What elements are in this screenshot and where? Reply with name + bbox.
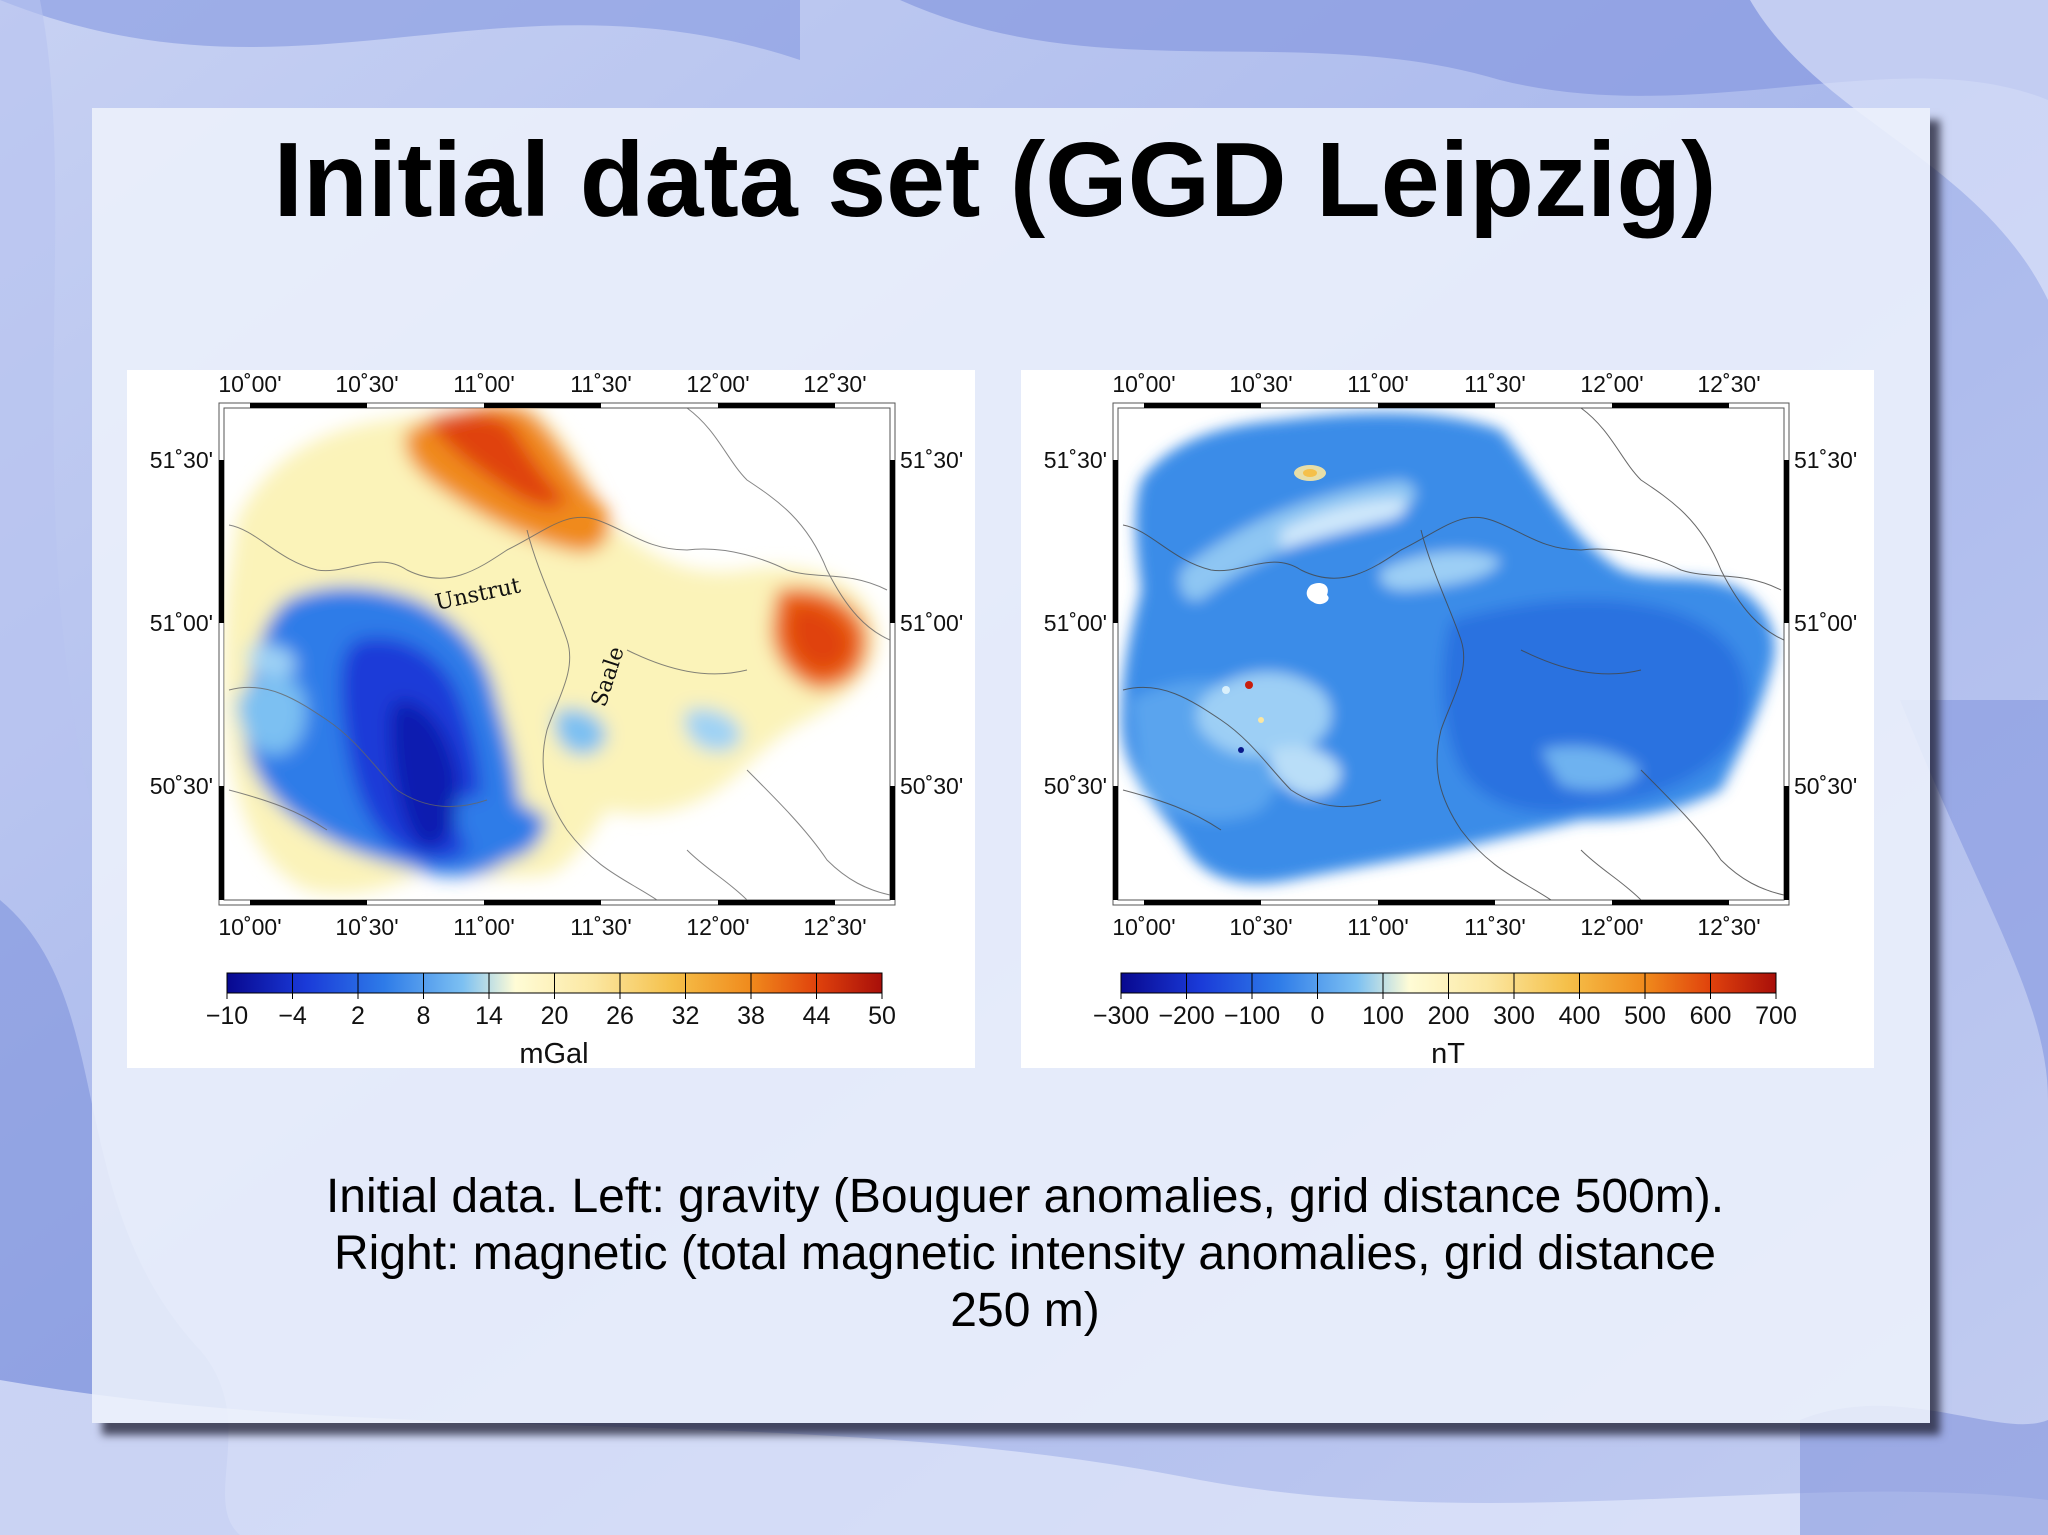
lat-tick-label: 51˚00' xyxy=(1044,610,1107,636)
lon-tick-label: 10˚30' xyxy=(335,914,398,940)
caption-line: Initial data. Left: gravity (Bouguer ano… xyxy=(325,1170,1725,1223)
lon-tick-label: 12˚00' xyxy=(686,371,749,397)
map-frame-ticks xyxy=(1113,403,1789,905)
slide-caption: Initial data. Left: gravity (Bouguer ano… xyxy=(120,1168,1930,1339)
lon-tick-label: 11˚00' xyxy=(453,914,515,940)
lon-tick-label: 12˚00' xyxy=(686,914,749,940)
lon-tick-label: 10˚00' xyxy=(218,371,281,397)
lat-tick-labels-left: 51˚30' 51˚00' 50˚30' xyxy=(150,447,213,799)
gravity-colorbar-tick-label: 32 xyxy=(672,1002,700,1030)
gravity-colorbar-tick-label: 20 xyxy=(541,1002,569,1030)
magnetic-colorbar-tick-label: −200 xyxy=(1158,1002,1214,1030)
lat-tick-label: 51˚30' xyxy=(150,447,213,473)
lat-tick-label: 51˚30' xyxy=(1044,447,1107,473)
lon-tick-label: 12˚30' xyxy=(1697,914,1760,940)
lat-tick-label: 50˚30' xyxy=(1794,773,1857,799)
lat-tick-label: 50˚30' xyxy=(1044,773,1107,799)
gravity-map-figure: Unstrut Saale 10˚00' 10˚30' 11˚00' 11˚30… xyxy=(127,370,975,1068)
anomaly-hotspot xyxy=(1245,681,1253,689)
gravity-colorbar-tick-label: 44 xyxy=(803,1002,831,1030)
lat-tick-labels-right: 51˚30' 51˚00' 50˚30' xyxy=(1794,447,1857,799)
gravity-colorbar-tick-label: 50 xyxy=(868,1002,896,1030)
lat-tick-label: 51˚30' xyxy=(900,447,963,473)
lon-tick-label: 10˚00' xyxy=(1112,914,1175,940)
gravity-colorbar-tick-label: 38 xyxy=(737,1002,765,1030)
magnetic-colorbar-tick-label: 100 xyxy=(1362,1002,1404,1030)
lon-tick-label: 12˚30' xyxy=(803,914,866,940)
magnetic-colorbar-tick-label: 400 xyxy=(1559,1002,1601,1030)
lat-tick-label: 51˚00' xyxy=(1794,610,1857,636)
state-borders xyxy=(228,408,890,900)
lon-tick-label: 11˚00' xyxy=(1347,914,1409,940)
gravity-colorbar-tick-label: 14 xyxy=(475,1002,503,1030)
state-borders xyxy=(1122,408,1784,900)
data-gap xyxy=(1306,583,1329,605)
lon-tick-label: 11˚30' xyxy=(1464,914,1526,940)
lat-tick-label: 51˚30' xyxy=(1794,447,1857,473)
magnetic-colorbar-tick-label: 0 xyxy=(1311,1002,1325,1030)
lat-tick-labels-right: 51˚30' 51˚00' 50˚30' xyxy=(900,447,963,799)
anomaly-hotspot xyxy=(1303,469,1317,477)
magnetic-colorbar-tick-label: −300 xyxy=(1093,1002,1149,1030)
magnetic-colorbar-ticks: −300 −200 −100 0 100 200 300 400 500 600 700 xyxy=(1093,973,1797,1030)
lon-tick-label: 10˚30' xyxy=(335,371,398,397)
lat-tick-label: 51˚00' xyxy=(150,610,213,636)
slide-title: Initial data set (GGD Leipzig) xyxy=(273,121,1717,239)
magnetic-map-svg: 10˚00' 10˚30' 11˚00' 11˚30' 12˚00' 12˚30… xyxy=(1044,371,1857,1068)
anomaly-hotspot xyxy=(1238,747,1244,753)
gravity-colorbar-tick-label: −4 xyxy=(278,1002,307,1030)
magnetic-colorbar-tick-label: −100 xyxy=(1224,1002,1280,1030)
magnetic-colorbar-tick-label: 700 xyxy=(1755,1002,1797,1030)
lon-tick-labels-bottom: 10˚00' 10˚30' 11˚00' 11˚30' 12˚00' 12˚30… xyxy=(218,914,866,940)
lat-tick-label: 50˚30' xyxy=(900,773,963,799)
caption-line: Right: magnetic (total magnetic intensit… xyxy=(333,1227,1716,1280)
lon-tick-label: 11˚00' xyxy=(1347,371,1409,397)
magnetic-anomaly-field xyxy=(1121,412,1775,884)
gravity-unit-label: mGal xyxy=(519,1038,588,1068)
lon-tick-label: 10˚00' xyxy=(218,914,281,940)
gravity-anomaly-field xyxy=(224,408,878,894)
lon-tick-labels-top: 10˚00' 10˚30' 11˚00' 11˚30' 12˚00' 12˚30… xyxy=(218,371,866,397)
lon-tick-label: 11˚30' xyxy=(570,914,632,940)
lon-tick-label: 12˚30' xyxy=(803,371,866,397)
lat-tick-labels-left: 51˚30' 51˚00' 50˚30' xyxy=(1044,447,1107,799)
map-frame-ticks xyxy=(219,403,895,905)
gravity-colorbar-tick-label: 26 xyxy=(606,1002,634,1030)
lon-tick-label: 12˚00' xyxy=(1580,914,1643,940)
magnetic-colorbar-tick-label: 300 xyxy=(1493,1002,1535,1030)
caption-line: 250 m) xyxy=(950,1284,1100,1337)
gravity-colorbar-ticks: −10 −4 2 8 14 20 26 32 38 44 50 xyxy=(206,973,896,1030)
magnetic-colorbar-tick-label: 200 xyxy=(1428,1002,1470,1030)
lat-tick-label: 51˚00' xyxy=(900,610,963,636)
lon-tick-label: 10˚30' xyxy=(1229,371,1292,397)
anomaly-hotspot xyxy=(1222,686,1230,694)
magnetic-map-figure: 10˚00' 10˚30' 11˚00' 11˚30' 12˚00' 12˚30… xyxy=(1021,370,1874,1068)
lon-tick-label: 12˚00' xyxy=(1580,371,1643,397)
lon-tick-label: 10˚30' xyxy=(1229,914,1292,940)
lon-tick-label: 10˚00' xyxy=(1112,371,1175,397)
anomaly-hotspot xyxy=(1258,717,1264,723)
gravity-colorbar-tick-label: −10 xyxy=(206,1002,248,1030)
lon-tick-label: 11˚30' xyxy=(570,371,632,397)
lon-tick-labels-bottom: 10˚00' 10˚30' 11˚00' 11˚30' 12˚00' 12˚30… xyxy=(1112,914,1760,940)
lon-tick-labels-top: 10˚00' 10˚30' 11˚00' 11˚30' 12˚00' 12˚30… xyxy=(1112,371,1760,397)
gravity-colorbar-tick-label: 8 xyxy=(417,1002,431,1030)
lon-tick-label: 11˚30' xyxy=(1464,371,1526,397)
gravity-colorbar-tick-label: 2 xyxy=(351,1002,365,1030)
magnetic-colorbar-tick-label: 600 xyxy=(1690,1002,1732,1030)
lon-tick-label: 12˚30' xyxy=(1697,371,1760,397)
magnetic-unit-label: nT xyxy=(1431,1038,1465,1068)
gravity-map-svg: Unstrut Saale 10˚00' 10˚30' 11˚00' 11˚30… xyxy=(150,371,963,1068)
magnetic-colorbar-tick-label: 500 xyxy=(1624,1002,1666,1030)
lat-tick-label: 50˚30' xyxy=(150,773,213,799)
lon-tick-label: 11˚00' xyxy=(453,371,515,397)
